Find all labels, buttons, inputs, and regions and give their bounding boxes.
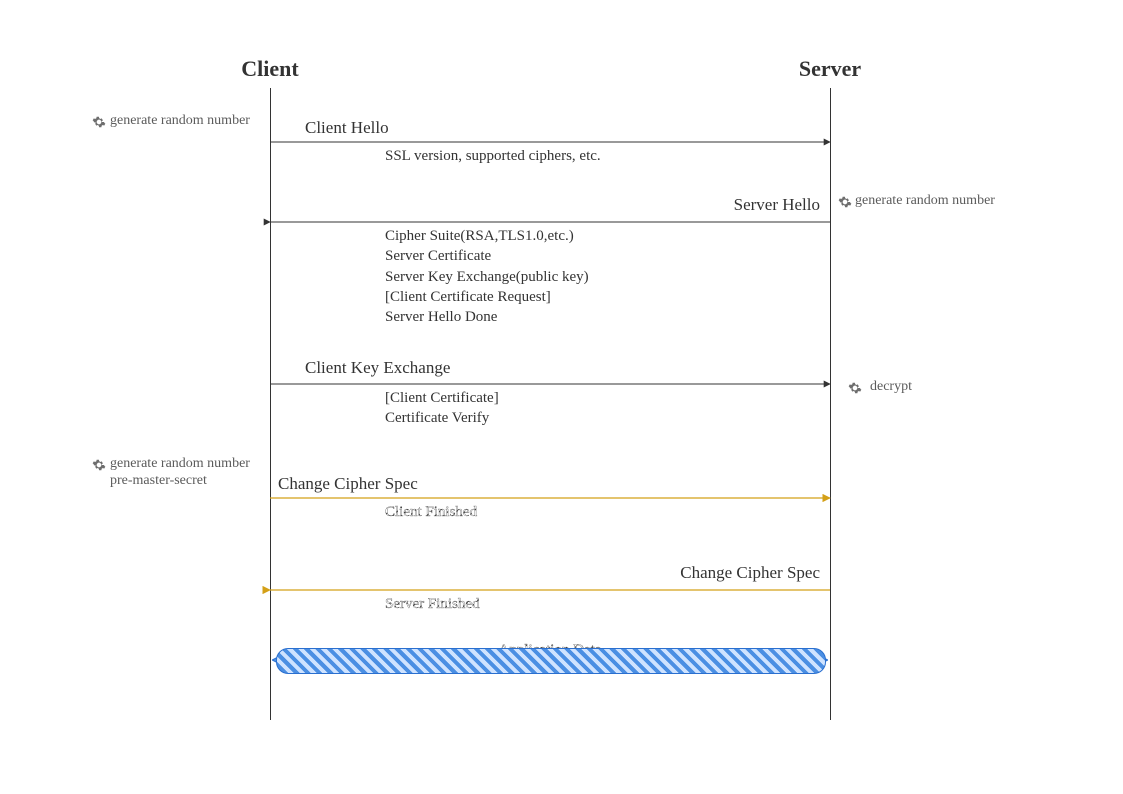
note-client-premaster: generate random number pre-master-secret [110, 456, 250, 490]
sub-client-key-exchange: [Client Certificate] Certificate Verify [385, 388, 499, 429]
gear-icon [838, 195, 852, 209]
label-client-key-exchange: Client Key Exchange [305, 358, 450, 378]
svg-text:Server Finished: Server Finished [385, 596, 480, 612]
gear-icon [848, 381, 862, 395]
sub-hatched-server-finished: Server Finished [385, 596, 480, 612]
note-client-random-1: generate random number [110, 113, 250, 130]
sub-client-hello: SSL version, supported ciphers, etc. [385, 146, 601, 166]
gear-icon [92, 458, 106, 472]
label-change-cipher-server: Change Cipher Spec [680, 563, 820, 583]
sub-server-hello: Cipher Suite(RSA,TLS1.0,etc.) Server Cer… [385, 226, 589, 327]
server-lifeline [830, 88, 831, 720]
participant-client-title: Client [238, 56, 302, 82]
sequence-diagram: Client Server [0, 0, 1123, 794]
note-server-decrypt: decrypt [870, 379, 912, 396]
encrypted-channel-tube [276, 648, 826, 674]
label-server-hello: Server Hello [734, 195, 820, 215]
participant-server-title: Server [798, 56, 862, 82]
client-lifeline [270, 88, 271, 720]
note-server-random: generate random number [855, 193, 995, 210]
sub-hatched-client-finished: Client Finished [385, 504, 478, 520]
gear-icon [92, 115, 106, 129]
label-client-hello: Client Hello [305, 118, 389, 138]
label-change-cipher-client: Change Cipher Spec [278, 474, 418, 494]
svg-text:Client Finished: Client Finished [385, 504, 478, 520]
